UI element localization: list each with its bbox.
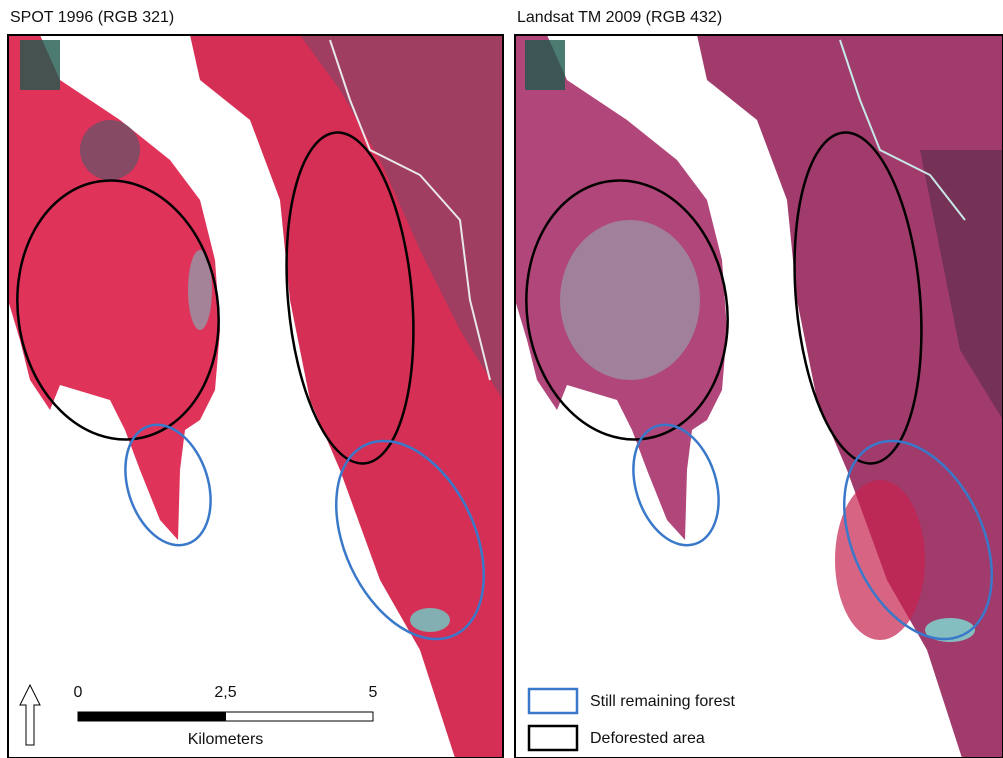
legend-label: Deforested area bbox=[590, 730, 705, 747]
figure: SPOT 1996 (RGB 321) Landsat TM 2009 (RGB… bbox=[0, 0, 1003, 758]
panel-title: Landsat TM 2009 (RGB 432) bbox=[517, 9, 722, 26]
scale-label: 5 bbox=[369, 684, 378, 701]
scale-segment bbox=[226, 712, 374, 721]
satellite-image bbox=[8, 35, 503, 758]
scale-segment bbox=[78, 712, 226, 721]
scale-unit: Kilometers bbox=[188, 731, 264, 748]
satellite-image bbox=[515, 35, 1003, 758]
panel-title: SPOT 1996 (RGB 321) bbox=[10, 9, 174, 26]
legend-swatch bbox=[529, 689, 577, 713]
scale-label: 0 bbox=[74, 684, 83, 701]
scale-label: 2,5 bbox=[214, 684, 236, 701]
legend-label: Still remaining forest bbox=[590, 693, 736, 710]
legend-swatch bbox=[529, 726, 577, 750]
